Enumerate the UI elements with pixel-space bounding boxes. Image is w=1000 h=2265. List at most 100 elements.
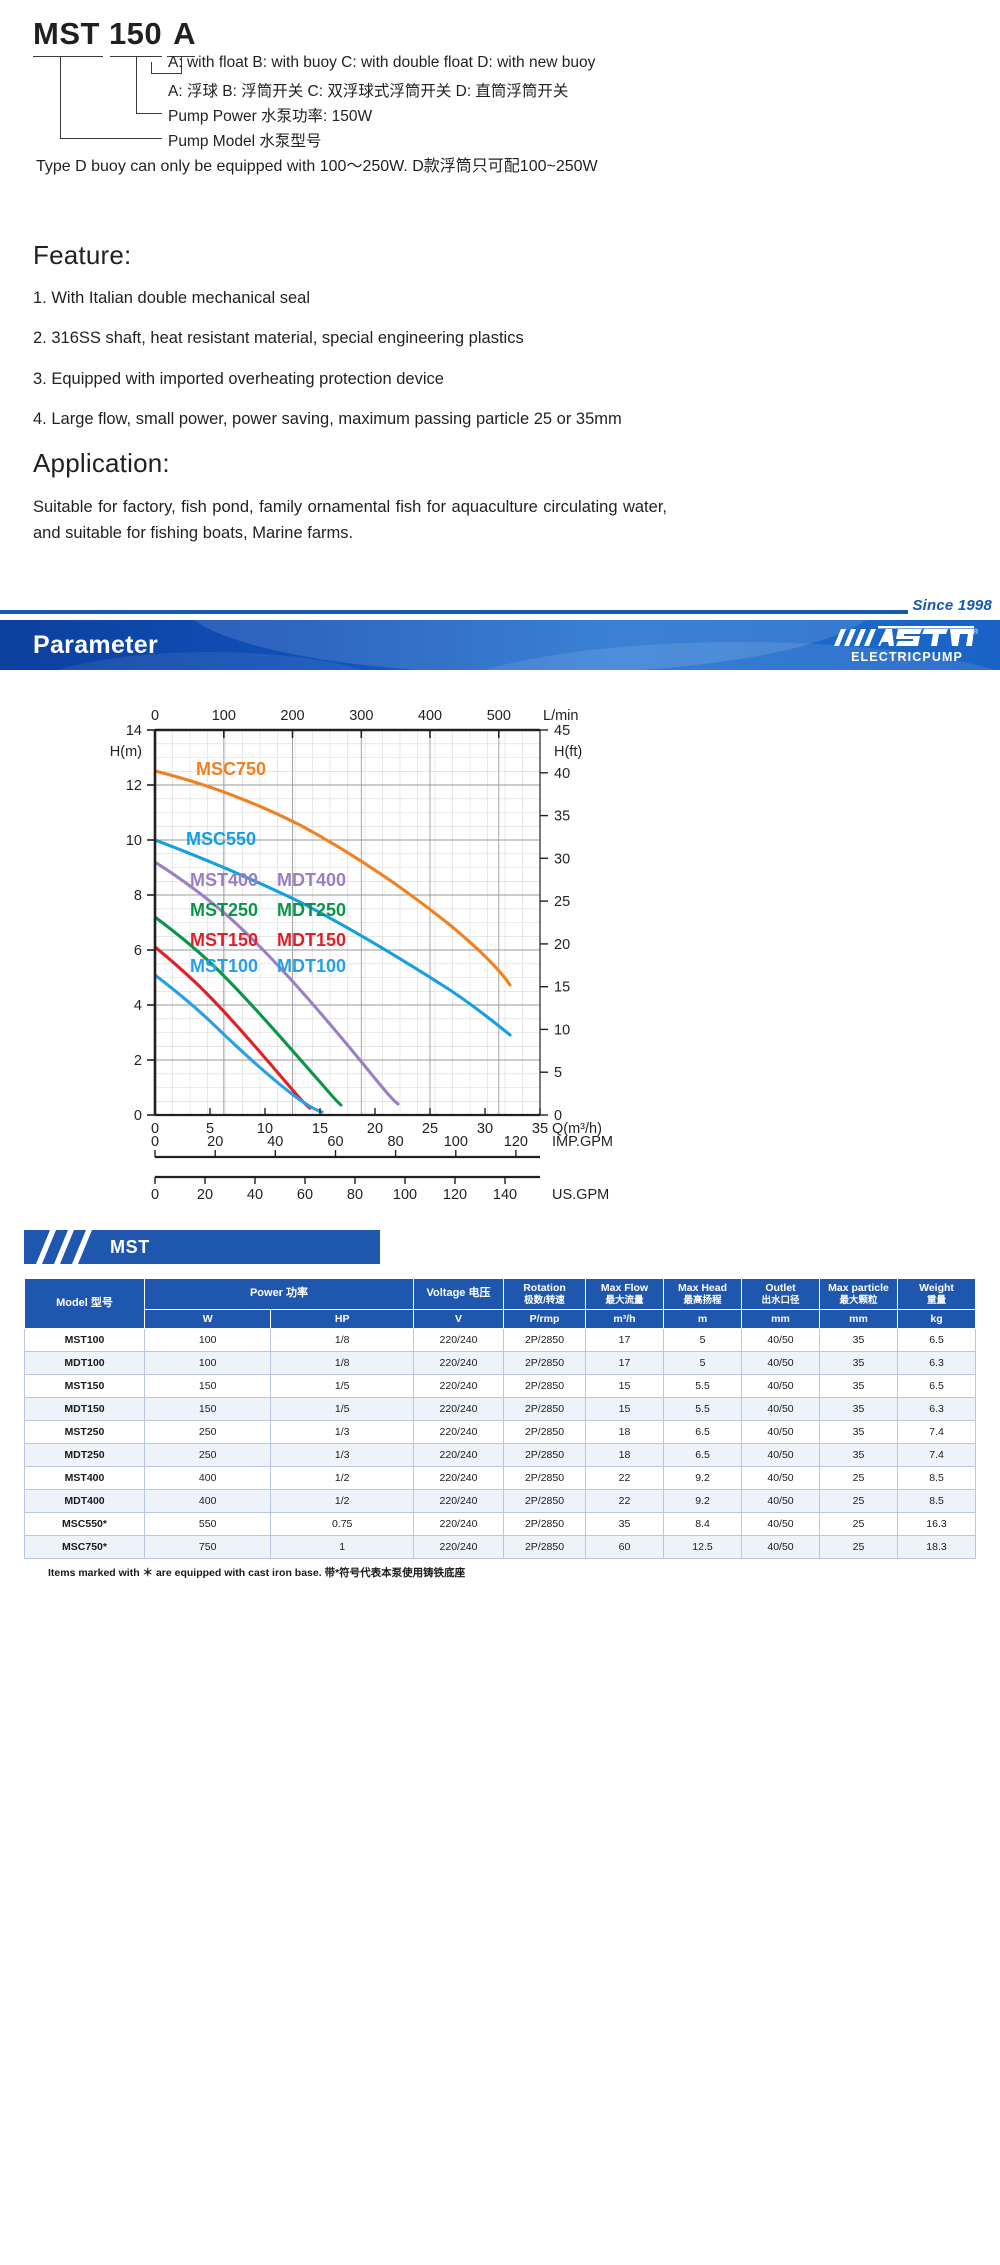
since-rule [0,610,908,615]
mastra-logo-mark: ® [832,626,982,649]
svg-text:2: 2 [134,1053,142,1069]
cell-w: 400 [143,1466,272,1491]
table-row: MST100 100 1/8 220/240 2P/2850 17 5 40/50 35 6.5 [24,1328,976,1353]
cell-outlet: 40/50 [741,1328,820,1353]
cell-flow: 35 [585,1512,664,1537]
svg-text:10: 10 [126,833,142,849]
cell-particle: 25 [819,1466,898,1491]
model-code: MST 150 A [33,16,196,52]
cell-rotation: 2P/2850 [503,1512,586,1537]
cell-hp: 1/3 [270,1420,414,1445]
svg-text:0: 0 [151,1121,159,1137]
svg-text:60: 60 [297,1187,313,1203]
cell-v: 220/240 [413,1374,504,1399]
cell-head: 12.5 [663,1535,742,1560]
cell-hp: 1/5 [270,1397,414,1422]
chart-top-ticks [154,730,500,739]
curve-mst400 [155,860,400,1106]
feature-item: 1. With Italian double mechanical seal [33,289,310,307]
cell-head: 5.5 [663,1397,742,1422]
curve-mst250 [155,915,343,1107]
cell-flow: 22 [585,1489,664,1514]
table-row: MDT100 100 1/8 220/240 2P/2850 17 5 40/50 35 6.3 [24,1351,976,1376]
cell-rotation: 2P/2850 [503,1328,586,1353]
svg-text:0: 0 [151,1187,159,1203]
table-body: MST100 100 1/8 220/240 2P/2850 17 5 40/50 35 6.5 M… [24,1328,976,1560]
svg-text:200: 200 [280,708,304,724]
mst-section-header: MST [24,1230,380,1265]
table-row: MDT250 250 1/3 220/240 2P/2850 18 6.5 40/50 35 7.… [24,1443,976,1468]
series-label-mst400: MST400 [190,870,258,890]
cell-head: 5.5 [663,1374,742,1399]
table-row: MST400 400 1/2 220/240 2P/2850 22 9.2 40/50 25 8.… [24,1466,976,1491]
cell-outlet: 40/50 [741,1420,820,1445]
svg-text:10: 10 [554,1023,570,1039]
cell-rotation: 2P/2850 [503,1420,586,1445]
chart-left-ticks [147,729,155,1116]
chart-tick-labels-us: 0 20 40 60 80 100 120 140 US.GPM [151,1187,609,1203]
cell-rotation: 2P/2850 [503,1397,586,1422]
cell-weight: 7.4 [897,1420,976,1445]
svg-text:12: 12 [126,778,142,794]
cell-rotation: 2P/2850 [503,1374,586,1399]
cell-w: 150 [143,1374,272,1399]
cell-w: 400 [143,1489,272,1514]
series-label-mdt250: MDT250 [277,900,346,920]
svg-text:0: 0 [554,1108,562,1124]
cell-particle: 35 [819,1443,898,1468]
col-model: Model 型号 [24,1278,145,1330]
svg-text:35: 35 [532,1121,548,1137]
model-code-series: MST [33,16,100,51]
col-weight-en: Weight [919,1282,954,1295]
cell-w: 100 [143,1351,272,1376]
code-underline-series [33,56,103,57]
leader-variant-vertical [181,56,182,74]
mst-header-label: MST [110,1237,150,1258]
series-label-mdt150: MDT150 [277,930,346,950]
svg-text:0: 0 [151,708,159,724]
leader-power-vertical [136,56,137,114]
cell-flow: 22 [585,1466,664,1491]
col-max-head-zh: 最高扬程 [683,1294,722,1306]
cell-hp: 1/8 [270,1351,414,1376]
series-label-mdt100: MDT100 [277,956,346,976]
table-row: MST250 250 1/3 220/240 2P/2850 18 6.5 40/50 35 7.… [24,1420,976,1445]
series-label-mdt400: MDT400 [277,870,346,890]
leader-power-horizontal [136,113,162,114]
chart-bottom-tick-labels-q: 0 5 10 15 20 25 30 35 Q(m³/h) [151,1121,602,1137]
chart-series-labels: MSC750 MSC550 MST400 MDT400 MST250 MDT25… [186,759,346,976]
chart-ticks-imp [154,1150,517,1158]
svg-text:10: 10 [257,1121,273,1137]
feature-title: Feature: [33,240,132,270]
cell-hp: 1/2 [270,1489,414,1514]
cell-hp: 1/3 [270,1443,414,1468]
svg-text:120: 120 [504,1134,528,1150]
unit-w: W [143,1308,272,1330]
svg-text:20: 20 [367,1121,383,1137]
cell-rotation: 2P/2850 [503,1443,586,1468]
cell-v: 220/240 [413,1443,504,1468]
cell-head: 6.5 [663,1420,742,1445]
cell-outlet: 40/50 [741,1489,820,1514]
svg-text:30: 30 [477,1121,493,1137]
svg-text:20: 20 [197,1187,213,1203]
col-outlet: Outlet 出水口径 [741,1278,820,1310]
cell-flow: 18 [585,1443,664,1468]
since-label: Since 1998 [912,597,992,615]
unit-flow: m³/h [585,1308,664,1330]
svg-text:300: 300 [349,708,373,724]
chart-right-ticks [540,729,548,1116]
table-row: MSC550* 550 0.75 220/240 2P/2850 35 8.4 40/50 25… [24,1512,976,1537]
col-max-particle-zh: 最大颗粒 [839,1294,878,1306]
col-weight: Weight 重量 [897,1278,976,1310]
curve-mst100 [155,973,324,1114]
cell-flow: 17 [585,1351,664,1376]
svg-text:6: 6 [134,943,142,959]
cell-outlet: 40/50 [741,1443,820,1468]
cell-weight: 8.5 [897,1466,976,1491]
cell-v: 220/240 [413,1512,504,1537]
feature-list: 1. With Italian double mechanical seal 2… [33,287,967,430]
mastra-logo: ® ELECTRICPUMP [832,626,982,664]
model-code-power: 150 [108,16,163,51]
col-max-flow: Max Flow 最大流量 [585,1278,664,1310]
